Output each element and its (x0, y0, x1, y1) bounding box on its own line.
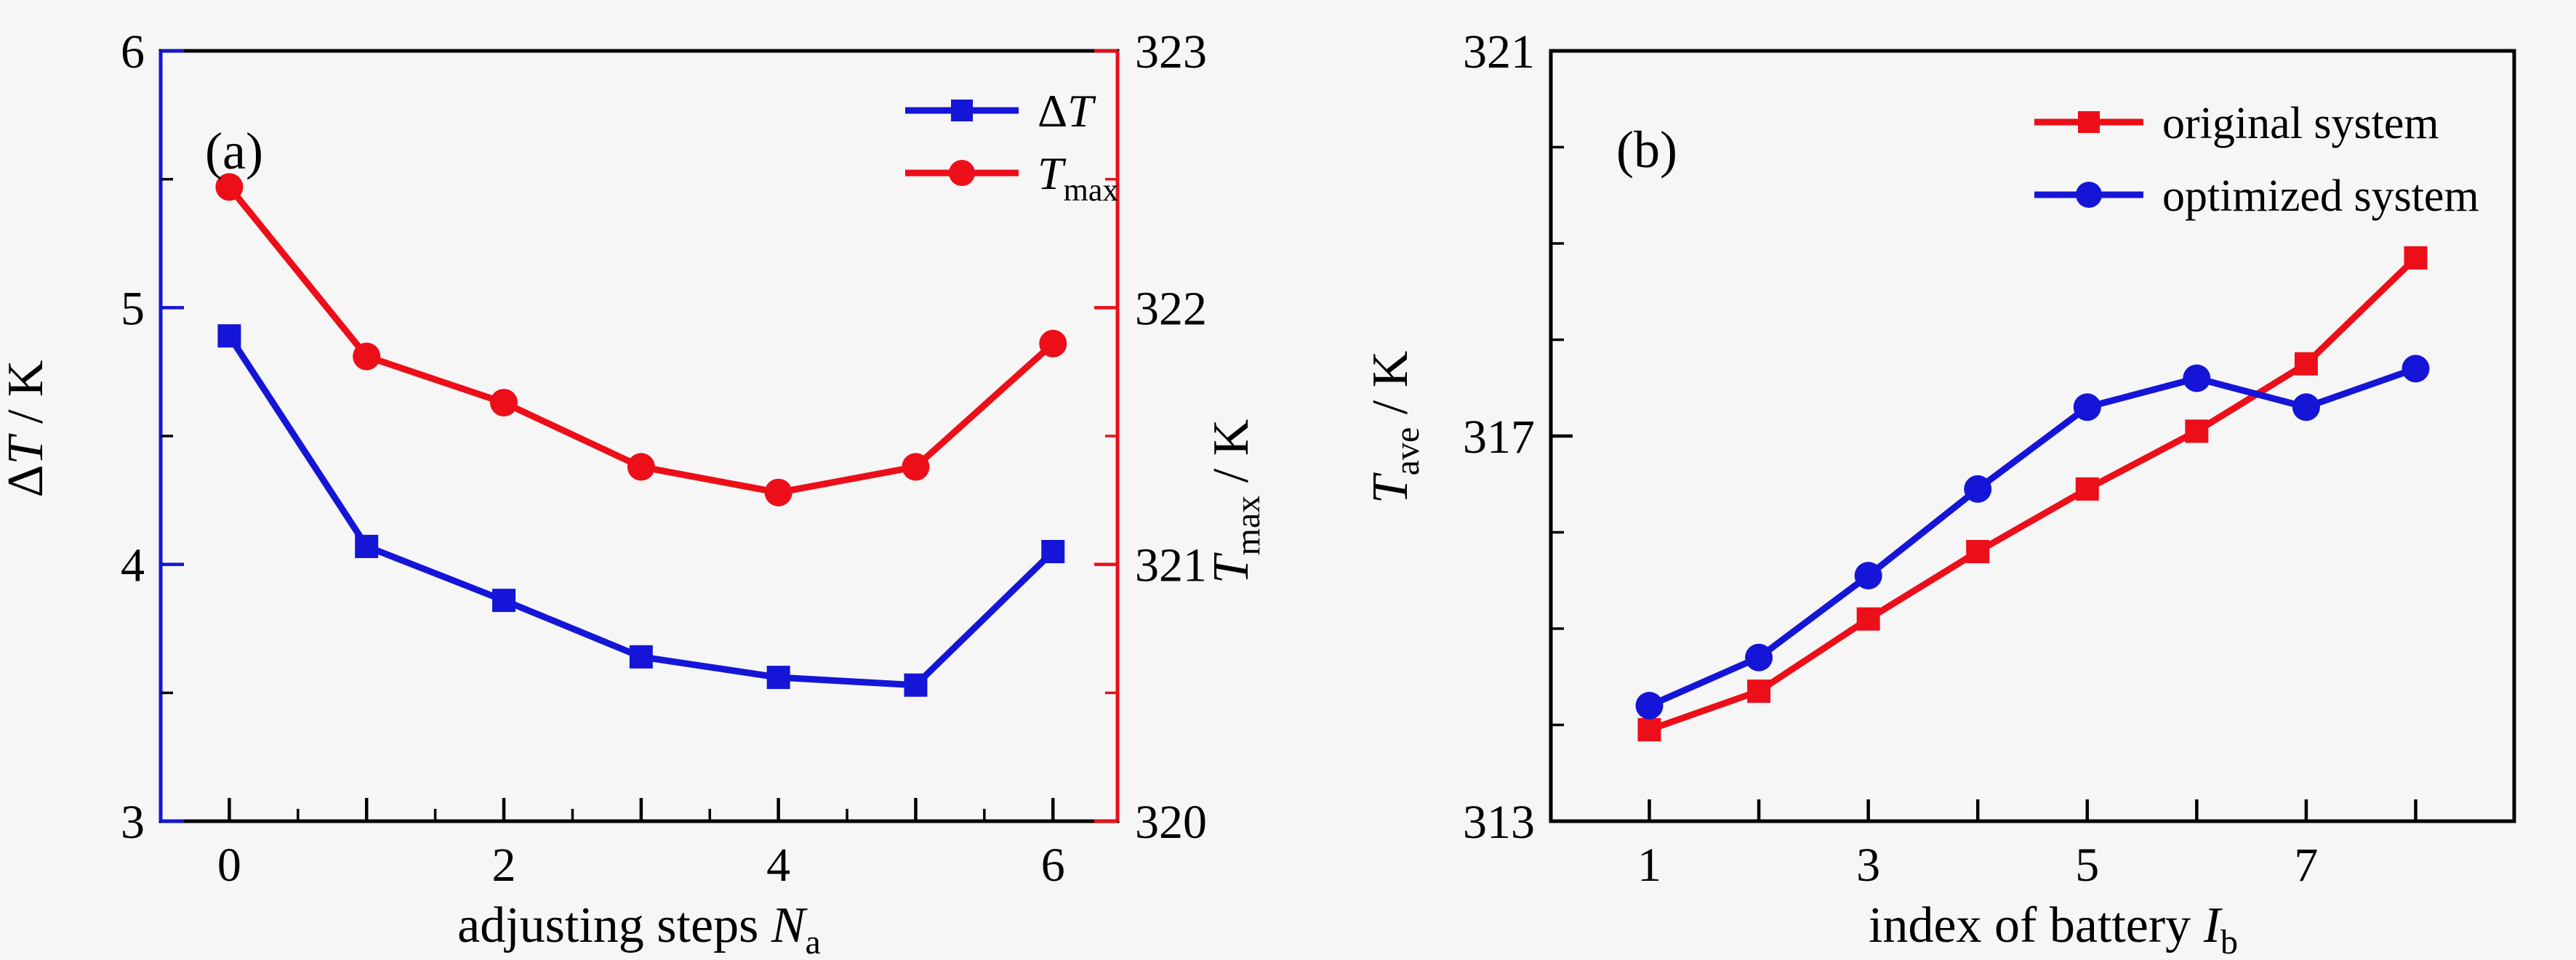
data-point-marker-0 (1637, 718, 1661, 742)
legend-marker (951, 100, 973, 121)
data-point-marker-0 (355, 534, 379, 558)
data-point-marker-1 (1039, 329, 1067, 358)
y-right-tick-label: 321 (1135, 539, 1207, 592)
legend-item: Tmax (905, 148, 1118, 208)
data-point-marker-1 (490, 389, 518, 417)
rich-text-span: index of battery (1869, 898, 2204, 953)
data-point-marker-1 (215, 173, 244, 201)
legend-label: ΔT (1038, 85, 1096, 137)
series-line-1 (225, 183, 1056, 496)
y-left-tick-label: 321 (1463, 25, 1535, 78)
rich-text-span: Δ (1038, 85, 1067, 137)
rich-text-span: T (1067, 85, 1096, 137)
legend-label: Tmax (1038, 148, 1118, 208)
rich-text-span: / K (0, 360, 54, 437)
data-point-marker-0 (217, 324, 241, 348)
data-point-marker-1 (353, 342, 381, 371)
x-tick-label: 4 (766, 839, 790, 892)
rich-text-span: T (1038, 148, 1067, 199)
y-left-tick-label: 5 (121, 282, 145, 335)
y-right-tick-label: 320 (1135, 796, 1207, 849)
rich-text-span: T (1203, 552, 1259, 584)
x-tick-label: 3 (1856, 839, 1880, 892)
chart-b: 1 3 5 7 313 317 321 index of battery Ib Tave / K… (1363, 25, 2516, 960)
x-axis-label: index of battery Ib (1869, 898, 2238, 960)
legend-label: optimized system (2162, 172, 2479, 221)
y-left-tick-label: 317 (1463, 411, 1535, 464)
rich-text-span: max (1229, 496, 1267, 556)
data-point-marker-0 (904, 673, 928, 697)
rich-text-span: ave (1388, 427, 1427, 476)
x-tick-label: 1 (1637, 839, 1661, 892)
data-point-marker-0 (766, 666, 790, 690)
data-point-marker-1 (902, 453, 930, 481)
rich-text-span: N (771, 898, 808, 953)
rich-text-span: T (0, 432, 54, 464)
data-point-marker-1 (1745, 643, 1773, 671)
x-tick-label: 7 (2294, 839, 2318, 892)
rich-text-span: b (2220, 923, 2238, 960)
data-point-marker-0 (2294, 352, 2318, 376)
data-point-marker-1 (2183, 364, 2211, 392)
y-right-tick-label: 323 (1135, 25, 1207, 78)
data-point-marker-1 (1854, 562, 1882, 590)
y-left-tick-label: 313 (1463, 796, 1535, 849)
data-point-marker-0 (1966, 540, 1990, 563)
data-point-marker-0 (2075, 477, 2099, 501)
rich-text-span: / K (1363, 351, 1419, 427)
data-point-marker-1 (2402, 355, 2430, 383)
rich-text-span: I (2203, 898, 2223, 953)
rich-text-span: / K (1203, 419, 1259, 496)
legend-item: ΔT (905, 85, 1096, 137)
rich-text-span: optimized system (2162, 172, 2479, 221)
legend-marker (2078, 111, 2100, 133)
data-point-marker-0 (1041, 540, 1065, 563)
series-line-1 (1646, 365, 2419, 709)
x-tick-label: 6 (1041, 839, 1065, 892)
series-line-0 (225, 332, 1056, 689)
data-point-marker-0 (492, 589, 516, 613)
y-right-tick-label: 322 (1135, 282, 1207, 335)
series-line-0 (1646, 254, 2419, 733)
y-left-tick-label: 6 (121, 25, 145, 78)
data-point-marker-0 (1856, 607, 1880, 631)
rich-text-span: Δ (0, 464, 54, 497)
rich-text-span: adjusting steps (457, 898, 771, 953)
data-point-marker-0 (629, 645, 653, 669)
panel-label-a: (a) (205, 122, 263, 180)
data-point-marker-1 (627, 453, 655, 481)
legend-marker (2076, 182, 2102, 208)
y-left-axis-label: ΔT / K (0, 360, 54, 498)
x-tick-label: 0 (217, 839, 241, 892)
legend-item: optimized system (2034, 172, 2479, 221)
rich-text-span: T (1363, 472, 1419, 504)
data-point-marker-1 (764, 478, 793, 507)
x-tick-label: 2 (492, 839, 516, 892)
data-point-marker-0 (1747, 679, 1771, 703)
y-left-tick-label: 4 (121, 539, 145, 592)
data-point-marker-1 (2292, 393, 2320, 421)
legend-item: original system (2034, 99, 2439, 148)
y-left-axis-label: Tave / K (1363, 351, 1427, 504)
y-left-tick-label: 3 (121, 796, 145, 849)
x-tick-label: 5 (2075, 839, 2099, 892)
rich-text-span: original system (2162, 99, 2439, 148)
data-point-marker-1 (1964, 475, 1992, 503)
x-axis-label: adjusting steps Na (457, 898, 821, 960)
legend-label: original system (2162, 99, 2439, 148)
data-point-marker-0 (2185, 419, 2209, 443)
legend-b: original system optimized system (2034, 99, 2479, 221)
rich-text-span: a (806, 923, 821, 960)
data-point-marker-1 (2073, 393, 2101, 421)
panel-label-b: (b) (1616, 121, 1677, 179)
legend-marker (949, 160, 975, 186)
data-point-marker-0 (2404, 246, 2428, 270)
y-right-axis-label: Tmax / K (1203, 419, 1267, 584)
data-point-marker-1 (1635, 692, 1664, 719)
rich-text-span: max (1064, 172, 1119, 208)
